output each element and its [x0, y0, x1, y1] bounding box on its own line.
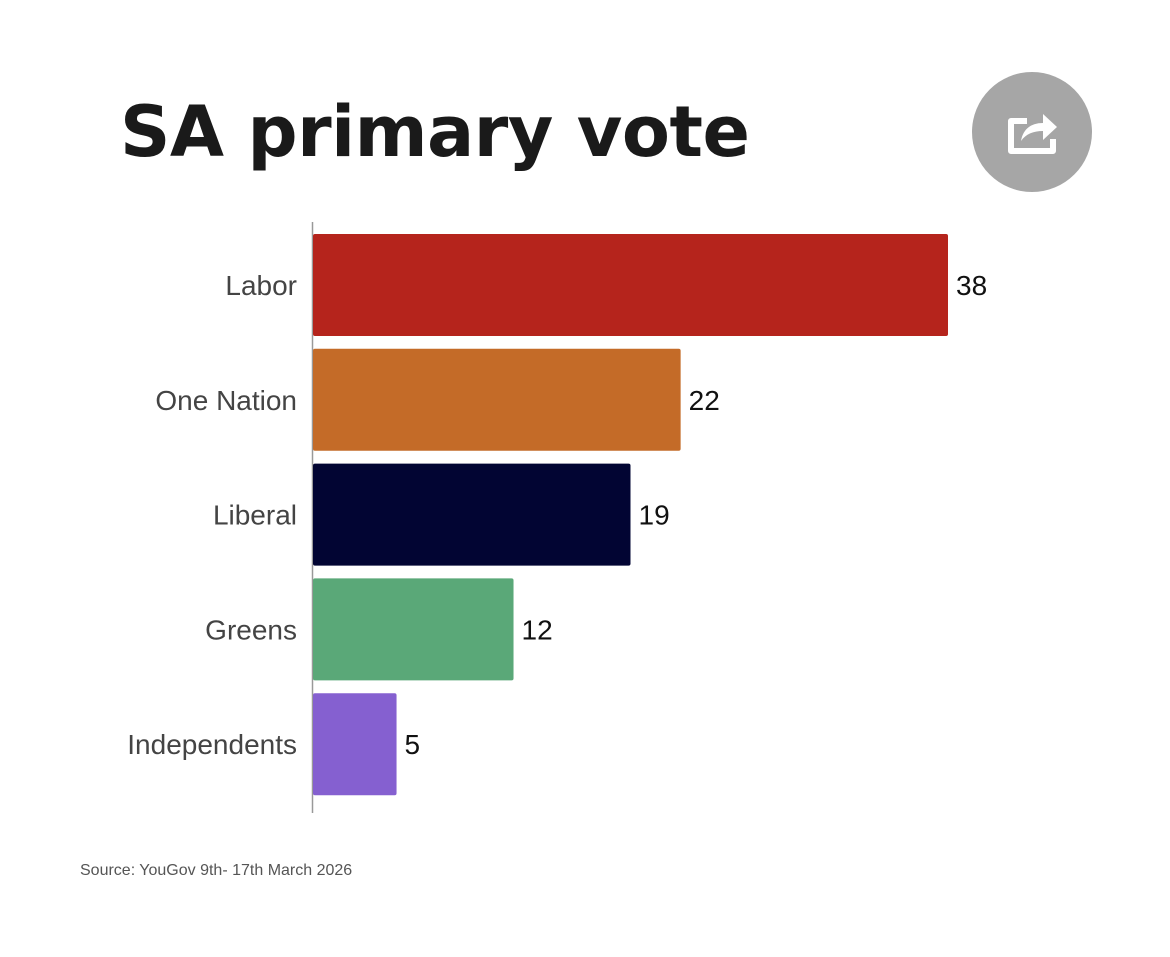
data-label: 5: [405, 729, 421, 760]
category-label: Greens: [205, 614, 297, 645]
data-label: 12: [522, 614, 553, 645]
bar-one-nation: [313, 348, 681, 451]
share-icon: [1008, 114, 1057, 154]
category-label: Independents: [127, 729, 297, 760]
category-label: One Nation: [155, 385, 297, 416]
bar-labor: [313, 234, 948, 336]
category-label: Labor: [225, 270, 297, 301]
data-label: 19: [639, 500, 670, 531]
source-note: Source: YouGov 9th- 17th March 2026: [80, 862, 353, 879]
bar-independents: [313, 693, 397, 796]
category-label: Liberal: [213, 500, 297, 531]
chart-title: SA primary vote: [120, 91, 750, 173]
share-button[interactable]: [972, 72, 1092, 192]
bar-liberal: [313, 463, 631, 566]
data-label: 22: [689, 385, 720, 416]
bar-greens: [313, 578, 514, 681]
data-label: 38: [956, 270, 987, 301]
bar-chart: Labor 38 One Nation 22 Liberal 19 Greens 12 Inde…: [127, 222, 987, 813]
